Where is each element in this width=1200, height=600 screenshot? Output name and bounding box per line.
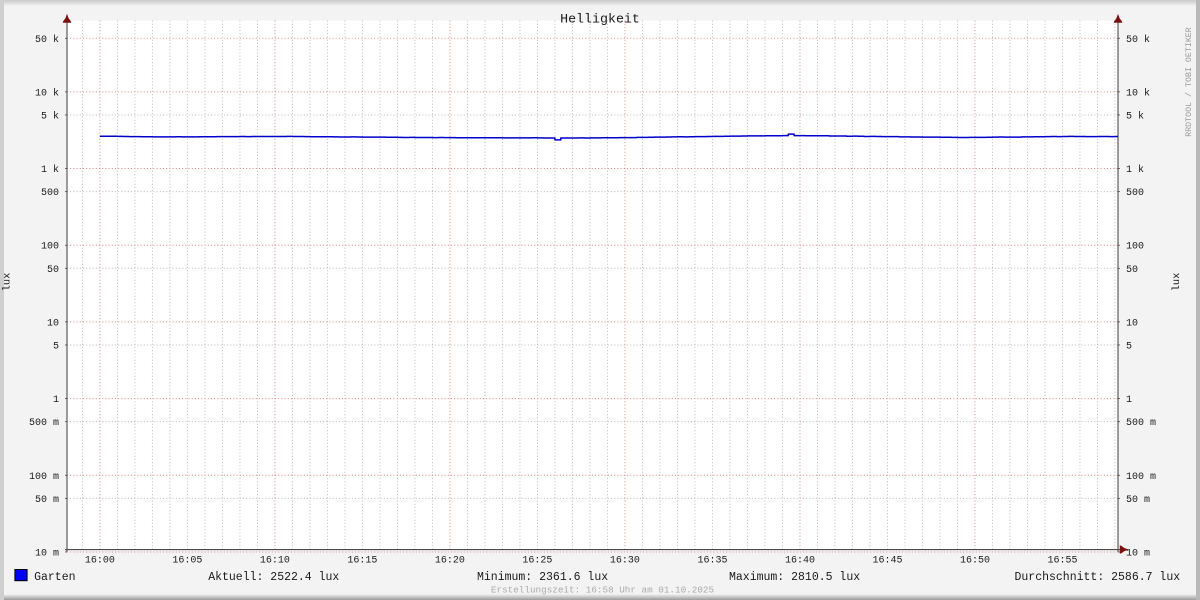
svg-text:5 k: 5 k: [41, 110, 59, 122]
svg-text:Aktuell: 2522.4 lux: Aktuell: 2522.4 lux: [208, 571, 339, 584]
svg-text:1: 1: [53, 395, 59, 406]
svg-text:10 m: 10 m: [1126, 548, 1150, 559]
svg-text:10 k: 10 k: [35, 87, 59, 99]
svg-text:16:15: 16:15: [347, 556, 377, 567]
svg-text:10: 10: [47, 318, 59, 329]
svg-text:Erstellungszeit: 16:58 Uhr am: Erstellungszeit: 16:58 Uhr am 01.10.2025: [491, 585, 714, 596]
svg-text:16:00: 16:00: [85, 556, 115, 567]
svg-text:16:05: 16:05: [172, 556, 202, 567]
svg-text:16:55: 16:55: [1047, 556, 1077, 567]
svg-text:1: 1: [1126, 395, 1132, 406]
svg-text:100 m: 100 m: [29, 472, 59, 483]
svg-text:500 m: 500 m: [29, 418, 59, 429]
svg-text:500 m: 500 m: [1126, 418, 1156, 429]
svg-text:50: 50: [1126, 265, 1138, 276]
svg-text:100: 100: [1126, 242, 1144, 253]
svg-text:16:35: 16:35: [697, 556, 727, 567]
svg-text:5 k: 5 k: [1126, 110, 1144, 122]
svg-text:10: 10: [1126, 318, 1138, 329]
svg-text:Garten: Garten: [34, 571, 75, 584]
svg-text:RRDTOOL / TOBI OETIKER: RRDTOOL / TOBI OETIKER: [1184, 27, 1194, 137]
svg-text:16:20: 16:20: [435, 556, 465, 567]
svg-text:1 k: 1 k: [1126, 164, 1144, 176]
svg-text:Maximum: 2810.5 lux: Maximum: 2810.5 lux: [729, 571, 860, 584]
svg-text:16:25: 16:25: [522, 556, 552, 567]
svg-text:lux: lux: [2, 273, 14, 292]
svg-text:16:45: 16:45: [872, 556, 902, 567]
svg-text:50 k: 50 k: [1126, 34, 1150, 46]
svg-text:16:30: 16:30: [610, 556, 640, 567]
svg-text:10 m: 10 m: [35, 548, 59, 559]
svg-text:1 k: 1 k: [41, 164, 59, 176]
svg-text:16:10: 16:10: [260, 556, 290, 567]
svg-text:100: 100: [41, 242, 59, 253]
svg-text:500: 500: [41, 188, 59, 199]
svg-text:10 k: 10 k: [1126, 87, 1150, 99]
svg-text:100 m: 100 m: [1126, 472, 1156, 483]
svg-text:50 m: 50 m: [1126, 495, 1150, 506]
svg-text:50 m: 50 m: [35, 495, 59, 506]
svg-text:500: 500: [1126, 188, 1144, 199]
svg-text:16:40: 16:40: [785, 556, 815, 567]
svg-text:5: 5: [1126, 342, 1132, 353]
svg-text:lux: lux: [1171, 273, 1183, 292]
svg-text:Durchschnitt: 2586.7 lux: Durchschnitt: 2586.7 lux: [1015, 571, 1181, 584]
svg-text:16:50: 16:50: [960, 556, 990, 567]
svg-text:5: 5: [53, 342, 59, 353]
svg-text:Minimum: 2361.6 lux: Minimum: 2361.6 lux: [477, 571, 608, 584]
svg-text:50: 50: [47, 265, 59, 276]
svg-text:Helligkeit: Helligkeit: [560, 12, 640, 27]
svg-text:50 k: 50 k: [35, 34, 59, 46]
